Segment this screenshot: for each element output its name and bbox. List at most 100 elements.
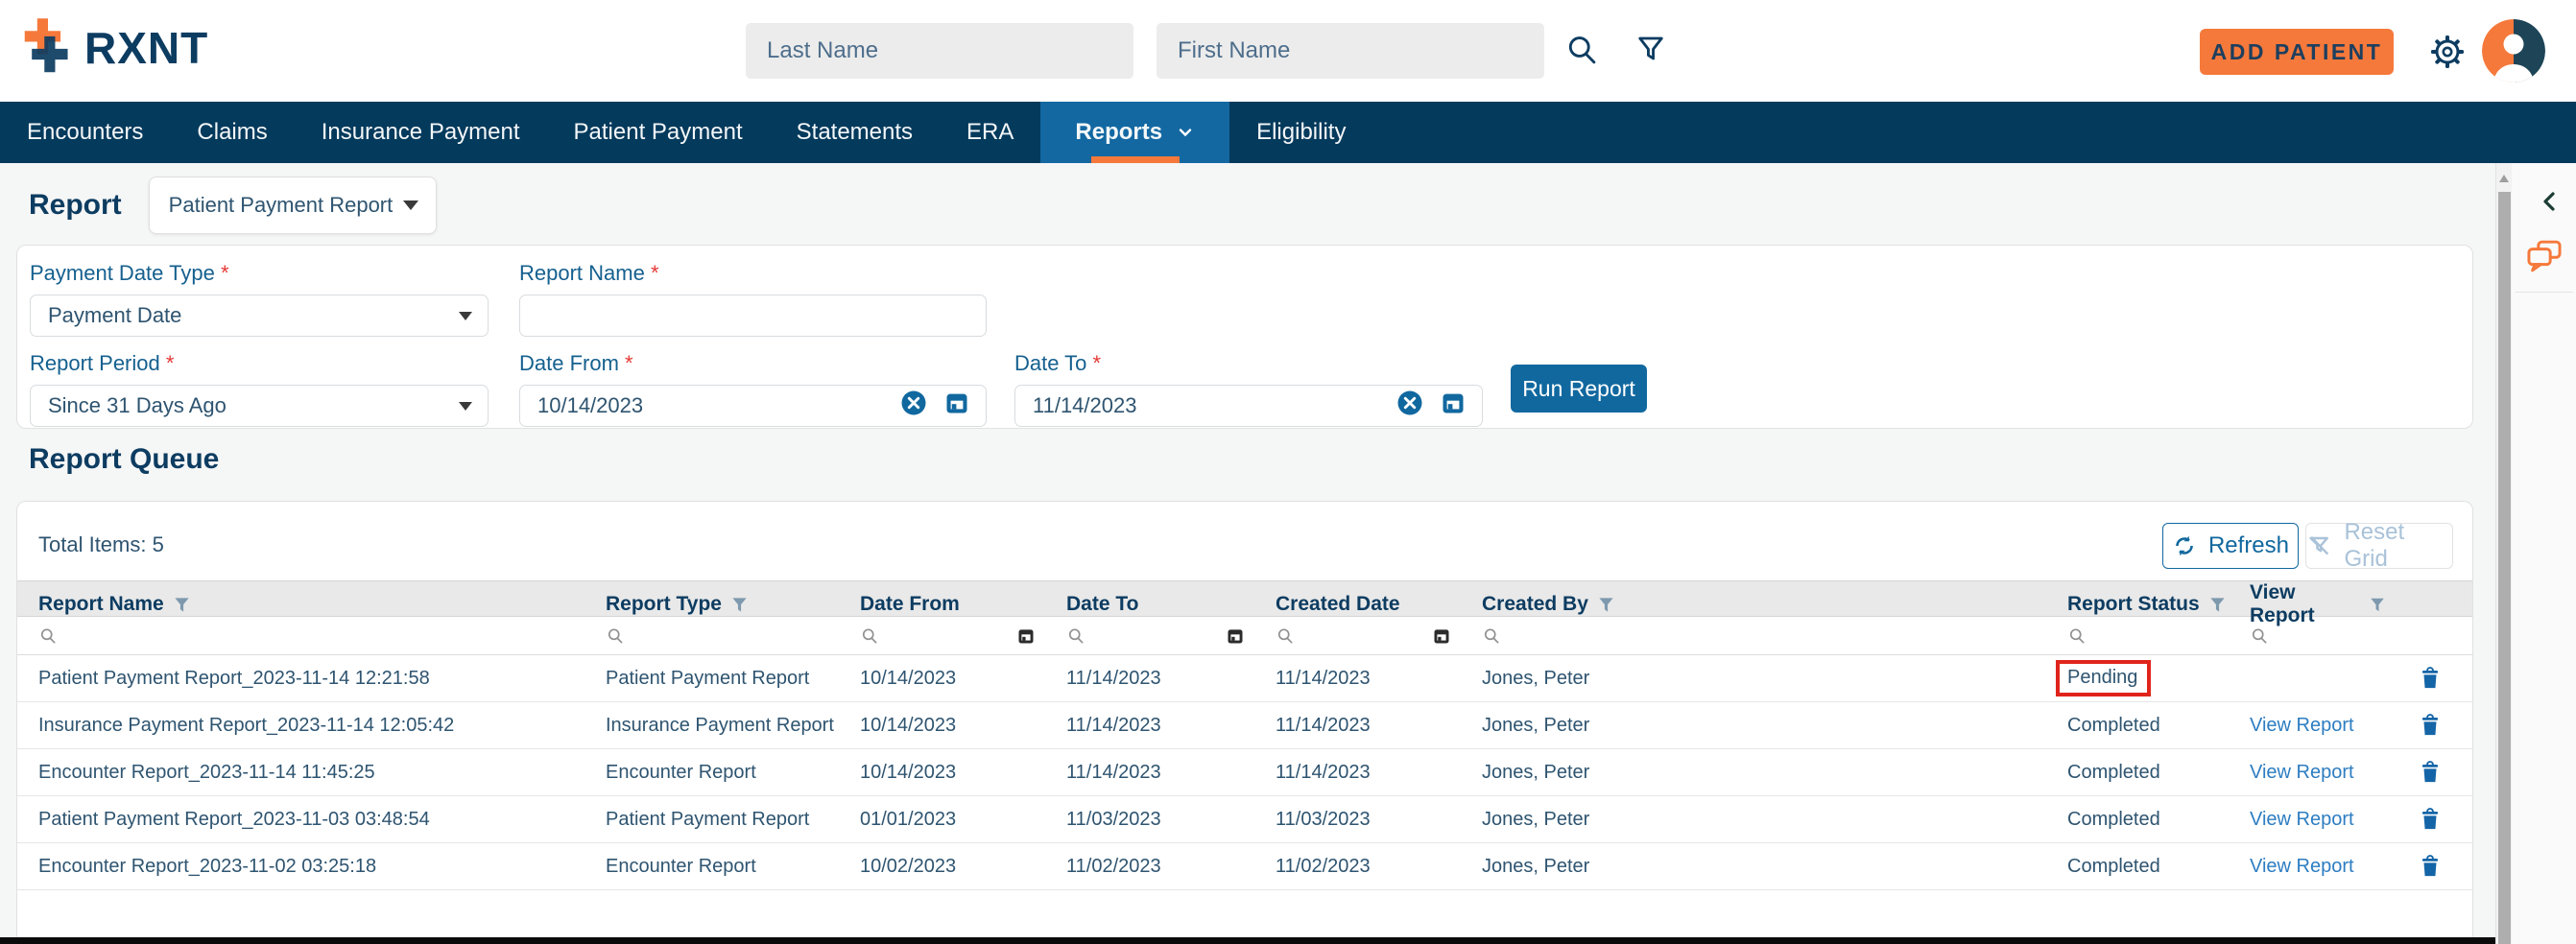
scrollbar-thumb[interactable] xyxy=(2498,192,2511,944)
vertical-scrollbar[interactable] xyxy=(2495,163,2512,944)
filter-input-view-report[interactable] xyxy=(2232,617,2386,654)
cell-report-status: Completed xyxy=(2067,808,2160,830)
delete-report-icon[interactable] xyxy=(2418,666,2443,691)
cell-created-by: Jones, Peter xyxy=(1482,714,1590,736)
add-patient-button[interactable]: ADD PATIENT xyxy=(2200,29,2394,75)
table-header-row: Report Name Report Type Date From Date T… xyxy=(17,580,2472,626)
calendar-icon[interactable] xyxy=(943,389,970,422)
status-highlight-box: Pending xyxy=(2056,660,2152,696)
calendar-icon[interactable] xyxy=(1440,389,1467,422)
col-header-report-type[interactable]: Report Type xyxy=(588,581,843,627)
nav-tab-claims[interactable]: Claims xyxy=(197,119,268,145)
cell-report-type: Encounter Report xyxy=(606,855,756,877)
filter-input-report-status[interactable] xyxy=(2050,617,2232,654)
nav-tab-encounters[interactable]: Encounters xyxy=(27,119,144,145)
column-filter-icon[interactable] xyxy=(730,596,749,614)
calendar-icon[interactable] xyxy=(1226,626,1245,646)
column-filter-icon[interactable] xyxy=(2369,596,2386,614)
run-report-button[interactable]: Run Report xyxy=(1511,365,1647,413)
report-queue-table: Report Name Report Type Date From Date T… xyxy=(17,580,2472,890)
clear-date-icon[interactable] xyxy=(899,389,928,423)
delete-report-icon[interactable] xyxy=(2418,854,2443,879)
column-filter-icon[interactable] xyxy=(173,596,191,614)
cell-report-status: Completed xyxy=(2067,855,2160,877)
filter-input-date-from[interactable] xyxy=(843,617,1049,654)
page-title: Report xyxy=(29,189,122,221)
cell-created-date: 11/14/2023 xyxy=(1276,761,1371,783)
reset-grid-button[interactable]: Reset Grid xyxy=(2305,519,2453,572)
search-icon[interactable] xyxy=(1564,33,1599,72)
scrollbar-up-arrow-icon[interactable] xyxy=(2499,175,2509,182)
filter-input-report-type[interactable] xyxy=(588,617,843,654)
cell-delete xyxy=(2386,655,2472,701)
chat-icon[interactable] xyxy=(2524,236,2564,281)
cell-created-date: 11/03/2023 xyxy=(1276,808,1371,830)
cell-report-name: Insurance Payment Report_2023-11-14 12:0… xyxy=(38,714,455,736)
cell-date-to: 11/02/2023 xyxy=(1066,855,1161,877)
report-selector-row: Report Patient Payment Report xyxy=(29,177,437,234)
refresh-button[interactable]: Refresh xyxy=(2162,523,2299,569)
nav-tab-reports[interactable]: Reports xyxy=(1040,102,1230,163)
report-period-select[interactable]: Since 31 Days Ago xyxy=(30,385,489,427)
column-filter-icon[interactable] xyxy=(2208,596,2227,614)
cell-view-report: View Report xyxy=(2232,702,2386,748)
nav-tab-era[interactable]: ERA xyxy=(966,119,1014,145)
report-filters-card: Payment Date Type * Payment Date Report … xyxy=(16,245,2473,429)
clear-date-icon[interactable] xyxy=(1395,389,1424,423)
view-report-link[interactable]: View Report xyxy=(2250,855,2354,877)
col-header-view-report[interactable]: View Report xyxy=(2232,581,2386,627)
total-items-label: Total Items: 5 xyxy=(38,532,164,556)
date-to-field-box xyxy=(1014,385,1483,427)
last-name-input[interactable] xyxy=(746,23,1133,79)
date-to-input[interactable] xyxy=(1033,393,1395,418)
payment-date-type-select[interactable]: Payment Date xyxy=(30,295,489,337)
cell-date-from: 10/14/2023 xyxy=(860,714,957,736)
col-header-date-to[interactable]: Date To xyxy=(1066,593,1139,615)
table-row: Patient Payment Report_2023-11-03 03:48:… xyxy=(17,796,2472,843)
settings-gear-icon[interactable] xyxy=(2428,33,2467,76)
report-type-select[interactable]: Patient Payment Report xyxy=(148,177,437,234)
nav-tab-insurance-payment[interactable]: Insurance Payment xyxy=(321,119,520,145)
advanced-filter-icon[interactable] xyxy=(1634,33,1668,72)
table-row: Encounter Report_2023-11-02 03:25:18 Enc… xyxy=(17,843,2472,890)
view-report-link[interactable]: View Report xyxy=(2250,714,2354,736)
report-period-label: Report Period * xyxy=(30,351,175,375)
user-avatar[interactable] xyxy=(2482,19,2545,83)
delete-report-icon[interactable] xyxy=(2418,807,2443,832)
cell-report-type: Insurance Payment Report xyxy=(606,714,834,736)
filter-input-created-date[interactable] xyxy=(1258,617,1465,654)
col-header-date-from[interactable]: Date From xyxy=(860,593,960,615)
col-header-report-name[interactable]: Report Name xyxy=(17,581,588,627)
filter-input-created-by[interactable] xyxy=(1465,617,2050,654)
cell-report-type: Encounter Report xyxy=(606,761,756,783)
delete-report-icon[interactable] xyxy=(2418,760,2443,785)
calendar-icon[interactable] xyxy=(1016,626,1036,646)
col-header-report-status[interactable]: Report Status xyxy=(2050,581,2232,627)
cell-report-status: Completed xyxy=(2067,714,2160,736)
col-header-created-date[interactable]: Created Date xyxy=(1276,593,1400,615)
filter-input-date-to[interactable] xyxy=(1049,617,1258,654)
search-icon xyxy=(1277,628,1293,643)
collapse-panel-icon[interactable] xyxy=(2540,190,2558,218)
calendar-icon[interactable] xyxy=(1432,626,1451,646)
first-name-input[interactable] xyxy=(1157,23,1544,79)
nav-tab-eligibility[interactable]: Eligibility xyxy=(1256,119,1347,145)
cell-report-type: Patient Payment Report xyxy=(606,808,810,830)
cell-delete xyxy=(2386,702,2472,748)
select-caret-icon xyxy=(402,201,418,210)
col-header-created-by[interactable]: Created By xyxy=(1465,581,2050,627)
nav-tab-patient-payment[interactable]: Patient Payment xyxy=(573,119,743,145)
date-from-field-box xyxy=(519,385,987,427)
date-to-label: Date To * xyxy=(1014,351,1102,375)
cell-delete xyxy=(2386,749,2472,795)
report-name-input[interactable] xyxy=(537,303,970,328)
view-report-link[interactable]: View Report xyxy=(2250,808,2354,830)
cell-created-date: 11/14/2023 xyxy=(1276,667,1371,689)
column-filter-icon[interactable] xyxy=(1597,596,1615,614)
delete-report-icon[interactable] xyxy=(2418,713,2443,738)
nav-tab-statements[interactable]: Statements xyxy=(796,119,914,145)
view-report-link[interactable]: View Report xyxy=(2250,761,2354,783)
filter-input-report-name[interactable] xyxy=(17,617,588,654)
date-from-input[interactable] xyxy=(537,393,899,418)
cell-report-name: Patient Payment Report_2023-11-03 03:48:… xyxy=(38,808,430,830)
